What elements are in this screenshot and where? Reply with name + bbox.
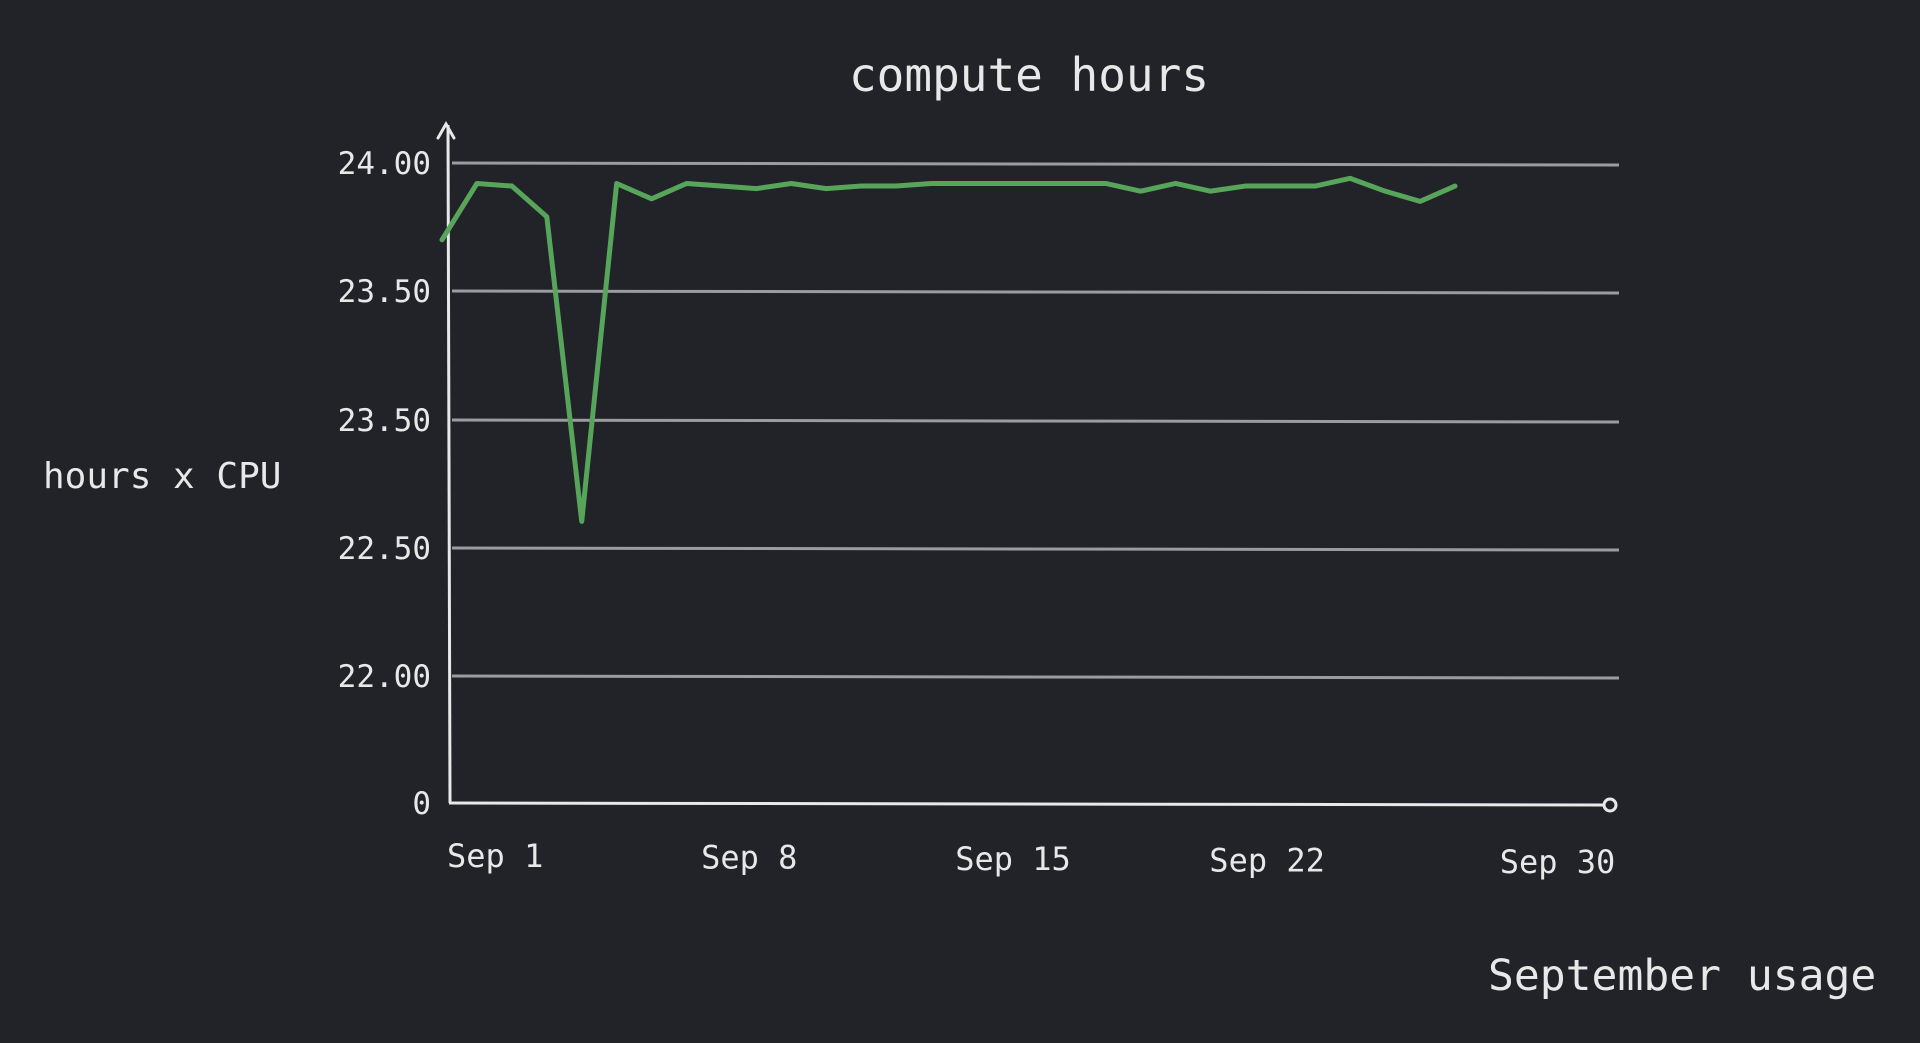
x-tick-label: Sep 30	[1500, 843, 1616, 881]
y-tick-label: 0	[412, 786, 431, 822]
y-axis-label: hours x CPU	[43, 456, 281, 497]
gridline	[451, 418, 1620, 424]
x-tick-label: Sep 8	[701, 839, 797, 877]
x-tick-labels: Sep 1 Sep 8 Sep 15 Sep 22 Sep 30	[447, 837, 1615, 881]
x-tick-label: Sep 15	[955, 840, 1071, 878]
y-tick-labels: 24.00 23.50 23.50 22.50 22.00 0	[338, 146, 431, 822]
gridline	[451, 674, 1620, 680]
y-tick-label: 24.00	[338, 146, 431, 182]
y-tick-label: 22.00	[338, 659, 431, 695]
series-line	[439, 175, 1458, 524]
y-axis-arrow-icon	[436, 120, 456, 140]
y-tick-label: 23.50	[338, 403, 431, 439]
x-axis-label: September usage	[1488, 951, 1876, 1001]
x-axis-end-circle-icon	[1602, 797, 1618, 813]
y-tick-label: 23.50	[338, 274, 431, 310]
gridline	[451, 161, 1620, 167]
series-group	[439, 175, 1458, 524]
x-tick-label: Sep 22	[1209, 842, 1325, 880]
chart-title: compute hours	[849, 48, 1209, 102]
x-axis	[448, 801, 1605, 807]
gridlines	[451, 161, 1620, 680]
gridline	[451, 546, 1620, 552]
y-axis	[446, 124, 452, 804]
gridline	[451, 289, 1620, 295]
x-tick-label: Sep 1	[447, 837, 543, 875]
y-tick-label: 22.50	[338, 531, 431, 567]
